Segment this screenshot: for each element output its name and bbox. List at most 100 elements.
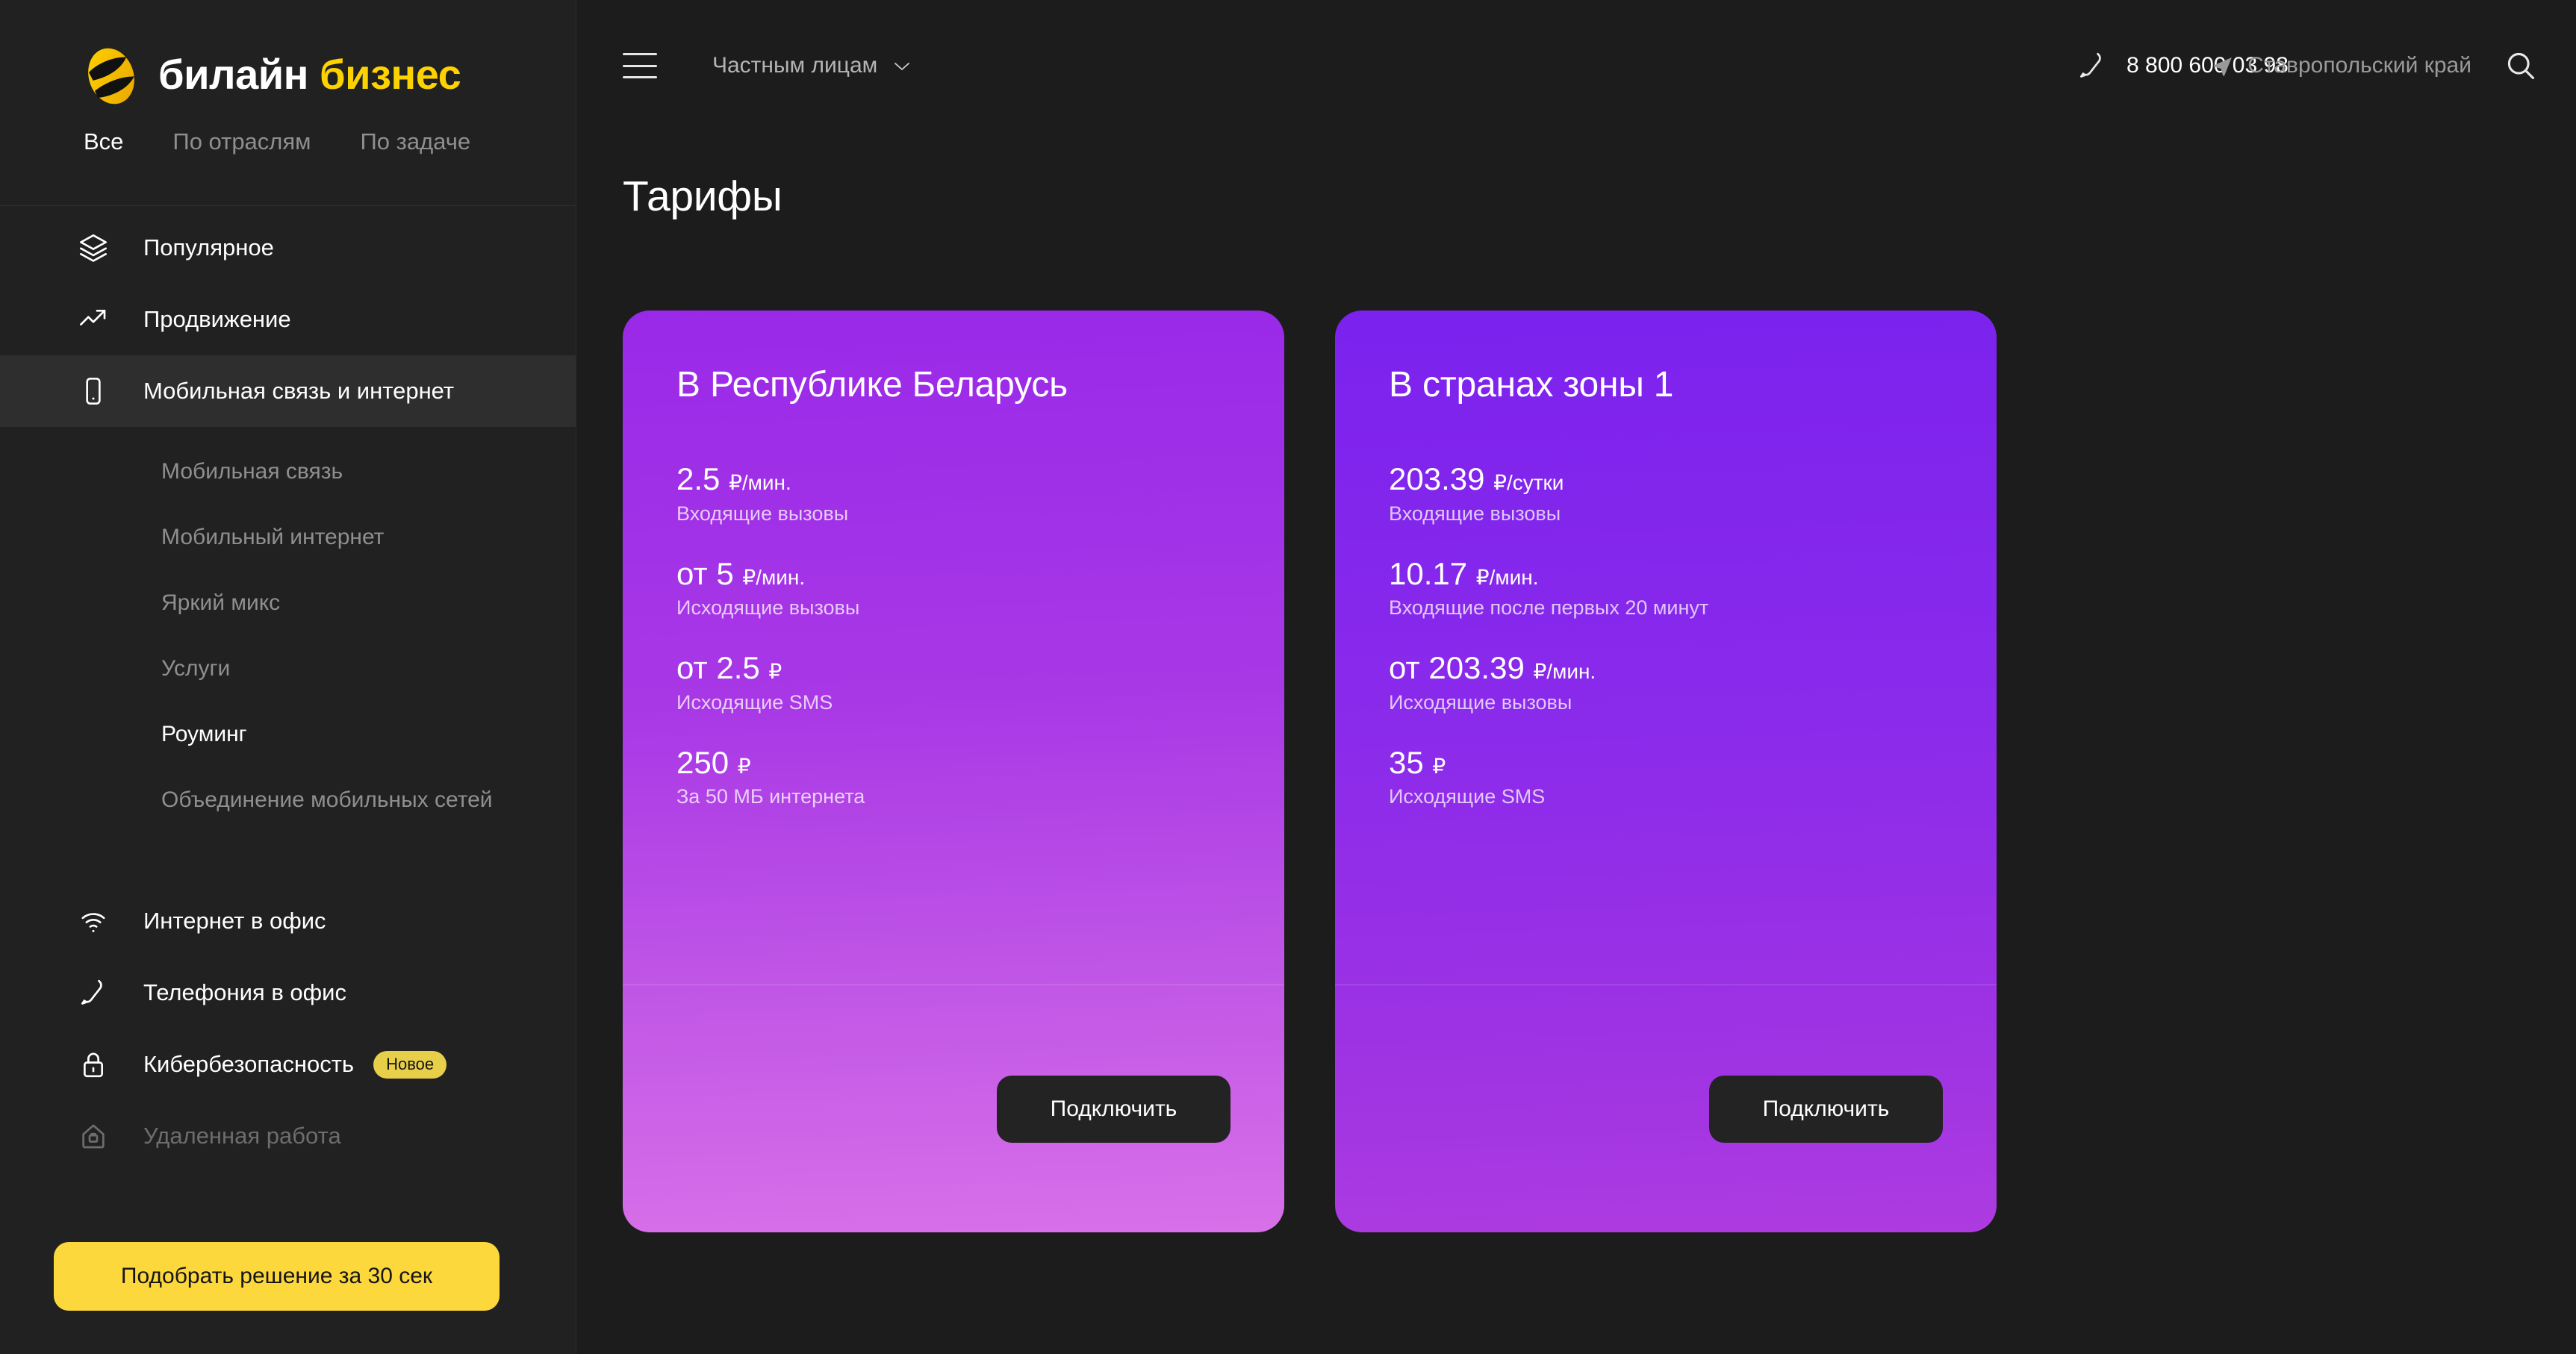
subnav-item-mobile-internet[interactable]: Мобильный интернет	[161, 525, 385, 549]
price-row: 203.39 ₽/сутки Входящие вызовы	[1389, 461, 1943, 525]
price-value: 2.5 ₽/мин.	[676, 461, 791, 496]
price-value: от 5 ₽/мин.	[676, 555, 806, 591]
phone-number: 8 800 600 03 98	[2127, 53, 2289, 78]
price-caption: За 50 МБ интернета	[676, 785, 865, 808]
card-footer: Подключить	[623, 985, 1284, 1232]
sidebar-item-mobile-and-internet[interactable]: Мобильная связь и интернет	[0, 355, 576, 427]
tariff-card-zone-1: В странах зоны 1 203.39 ₽/сутки Входящие…	[1335, 311, 1997, 1232]
search-icon	[2507, 52, 2535, 80]
subnav-item-services[interactable]: Услуги	[161, 656, 231, 681]
price-unit: ₽/мин.	[742, 565, 806, 589]
support-phone[interactable]: 8 800 600 03 98	[2077, 51, 2289, 81]
card-title: В странах зоны 1	[1389, 365, 1674, 405]
audience-label: Частным лицам	[712, 53, 878, 78]
sidebar-item-label: Телефония в офис	[143, 979, 346, 1005]
find-solution-button[interactable]: Подобрать решение за 30 сек	[54, 1242, 500, 1311]
page-title: Тарифы	[623, 172, 783, 220]
price-caption: Исходящие вызовы	[1389, 690, 1572, 714]
tariff-card-belarus: В Республике Беларусь 2.5 ₽/мин. Входящи…	[623, 311, 1284, 1232]
hamburger-menu-icon[interactable]	[623, 53, 657, 78]
price-row: от 2.5 ₽ Исходящие SMS	[676, 649, 1231, 714]
sidebar-item-label: Кибербезопасность	[143, 1051, 355, 1077]
price-value: 10.17 ₽/мин.	[1389, 555, 1539, 591]
mobile-phone-icon	[76, 374, 111, 408]
region-label: Ставропольский край	[2247, 53, 2471, 78]
sidebar-nav: Популярное Продвижение Мобильная связь и…	[0, 206, 576, 1172]
price-value: 203.39 ₽/сутки	[1389, 461, 1564, 496]
phone-handset-icon	[2080, 52, 2101, 78]
price-value: от 203.39 ₽/мин.	[1389, 650, 1596, 686]
filter-tabs: Все По отраслям По задаче	[0, 112, 576, 153]
brand-name-primary: билайн	[158, 51, 308, 98]
filter-tab-all[interactable]: Все	[84, 128, 124, 155]
price-unit: ₽/мин.	[1533, 660, 1596, 684]
price-row: 10.17 ₽/мин. Входящие после первых 20 ми…	[1389, 555, 1943, 620]
wifi-icon	[76, 904, 111, 938]
price-row: от 5 ₽/мин. Исходящие вызовы	[676, 555, 1231, 620]
price-caption: Исходящие SMS	[1389, 785, 1546, 808]
sidebar-item-cybersecurity[interactable]: Кибербезопасность Новое	[0, 1029, 576, 1100]
price-unit: ₽/мин.	[1475, 565, 1539, 589]
card-body: В странах зоны 1 203.39 ₽/сутки Входящие…	[1335, 311, 1997, 985]
card-body: В Республике Беларусь 2.5 ₽/мин. Входящи…	[623, 311, 1284, 985]
beeline-bee-logo	[88, 48, 134, 104]
nav-spacer	[0, 846, 576, 885]
price-unit: ₽	[1432, 754, 1446, 778]
topbar: Частным лицам 8 800 600 03 98 Ставрополь…	[576, 0, 2576, 131]
connect-button[interactable]: Подключить	[997, 1075, 1231, 1143]
sidebar-item-office-internet[interactable]: Интернет в офис	[0, 885, 576, 957]
search-button[interactable]	[2504, 49, 2537, 82]
price-unit: ₽/мин.	[729, 471, 791, 494]
brand-logo[interactable]: билайн бизнес	[0, 0, 576, 112]
status-badge: Новое	[373, 1050, 447, 1079]
sidebar-item-popular[interactable]: Популярное	[0, 212, 576, 284]
price-caption: Входящие после первых 20 минут	[1389, 596, 1709, 620]
price-row: 35 ₽ Исходящие SMS	[1389, 744, 1943, 809]
sidebar-item-label: Продвижение	[143, 306, 291, 332]
subnav-item-bright-mix[interactable]: Яркий микс	[161, 590, 281, 615]
price-unit: ₽	[768, 660, 783, 684]
subnav-item-network-merging[interactable]: Объединение мобильных сетей	[161, 787, 493, 812]
brand-name-secondary: бизнес	[320, 51, 461, 98]
sidebar-subnav: Мобильная связь Мобильный интернет Яркий…	[0, 427, 576, 846]
audience-selector[interactable]: Частным лицам	[712, 53, 910, 78]
price-unit: ₽/сутки	[1493, 471, 1564, 494]
layers-icon	[76, 231, 111, 265]
chevron-down-icon	[895, 62, 910, 70]
price-value: 250 ₽	[676, 744, 751, 780]
sidebar-item-label: Мобильная связь и интернет	[143, 378, 455, 404]
price-value: 35 ₽	[1389, 744, 1446, 780]
lock-icon	[76, 1047, 111, 1082]
sidebar-item-promotion[interactable]: Продвижение	[0, 284, 576, 355]
price-caption: Исходящие SMS	[676, 690, 833, 714]
price-caption: Входящие вызовы	[676, 502, 849, 525]
subnav-item-roaming[interactable]: Роуминг	[161, 722, 247, 746]
location-arrow-icon	[2214, 57, 2233, 76]
filter-tab-by-task[interactable]: По задаче	[360, 128, 471, 155]
price-row: 2.5 ₽/мин. Входящие вызовы	[676, 461, 1231, 525]
sidebar-item-office-telephony[interactable]: Телефония в офис	[0, 957, 576, 1029]
brand-wordmark: билайн бизнес	[158, 54, 461, 96]
sidebar-item-label: Популярное	[143, 234, 274, 260]
sidebar-divider	[0, 205, 576, 206]
sidebar-item-label: Интернет в офис	[143, 908, 326, 934]
home-briefcase-icon	[76, 1119, 111, 1153]
filter-tab-by-industry[interactable]: По отраслям	[172, 128, 311, 155]
card-title: В Республике Беларусь	[676, 365, 1068, 405]
cta-container: Подобрать решение за 30 сек	[54, 1242, 500, 1311]
sidebar-item-remote-work[interactable]: Удаленная работа	[0, 1100, 576, 1172]
tariff-cards: В Республике Беларусь 2.5 ₽/мин. Входящи…	[576, 221, 2576, 1232]
subnav-item-mobile-communication[interactable]: Мобильная связь	[161, 459, 343, 484]
price-unit: ₽	[737, 754, 751, 778]
price-value: от 2.5 ₽	[676, 650, 783, 686]
connect-button[interactable]: Подключить	[1709, 1075, 1943, 1143]
price-caption: Входящие вызовы	[1389, 502, 1561, 525]
card-footer: Подключить	[1335, 985, 1997, 1232]
price-row: 250 ₽ За 50 МБ интернета	[676, 744, 1231, 809]
main-content: Частным лицам 8 800 600 03 98 Ставрополь…	[576, 0, 2576, 1354]
trending-up-icon	[76, 302, 111, 337]
price-row: от 203.39 ₽/мин. Исходящие вызовы	[1389, 649, 1943, 714]
price-caption: Исходящие вызовы	[676, 596, 860, 620]
region-selector[interactable]: Ставропольский край	[2212, 53, 2471, 78]
